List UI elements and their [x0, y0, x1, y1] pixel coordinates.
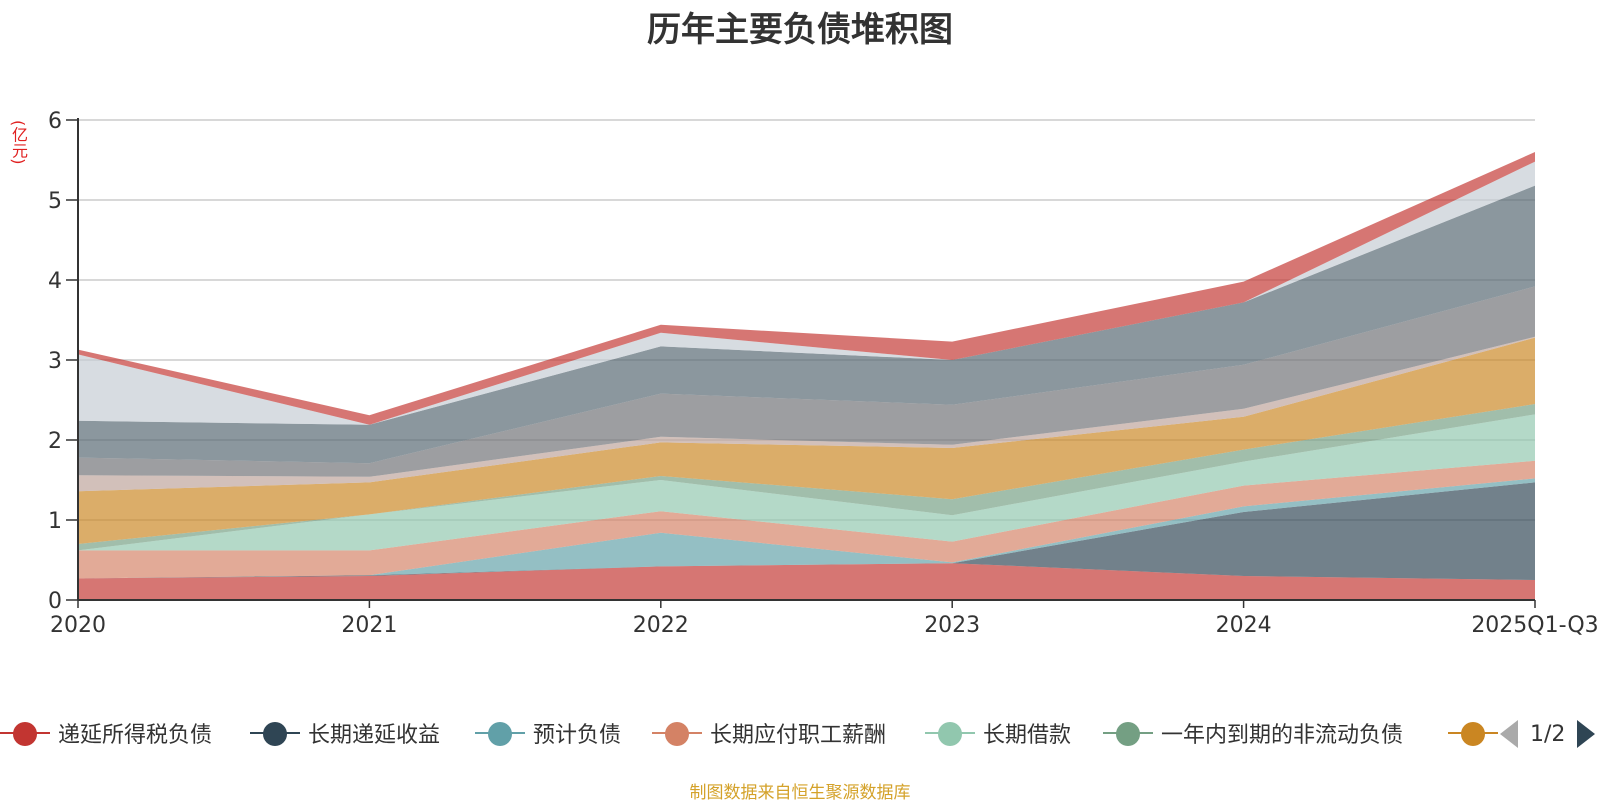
legend-item[interactable] — [1448, 718, 1498, 748]
legend-marker-icon — [1103, 718, 1153, 748]
prev-page-icon[interactable] — [1500, 720, 1518, 748]
chart-plot: 0 1 2 3 4 5 6 2020 2021 2022 2023 2024 2025Q1-Q3 — [48, 109, 1599, 638]
legend-label: 一年内到期的非流动负债 — [1161, 723, 1404, 748]
next-page-icon[interactable] — [1577, 720, 1596, 748]
x-tick-label: 2023 — [924, 613, 980, 638]
legend-item[interactable]: 长期递延收益 — [250, 718, 440, 748]
area-series-10[interactable] — [78, 185, 1535, 464]
y-tick-label: 0 — [48, 589, 62, 614]
y-tick-label: 6 — [48, 109, 62, 134]
legend-marker-icon — [250, 718, 300, 748]
legend-marker-icon — [0, 718, 50, 748]
x-tick-label: 2021 — [341, 613, 397, 638]
y-tick-label: 5 — [48, 189, 62, 214]
legend-label: 长期借款 — [983, 723, 1072, 748]
area-series-1[interactable] — [78, 563, 1535, 600]
area-series-9[interactable] — [78, 286, 1535, 477]
legend-marker-icon — [652, 718, 702, 748]
area-series-3[interactable] — [78, 478, 1535, 579]
y-tick-label: 1 — [48, 509, 62, 534]
x-tick-label: 2020 — [50, 613, 106, 638]
area-series-8[interactable] — [78, 336, 1535, 492]
legend-item[interactable]: 长期借款 — [925, 718, 1071, 748]
area-series-5[interactable] — [78, 414, 1535, 551]
source-note: 制图数据来自恒生聚源数据库 — [689, 783, 911, 803]
legend-item[interactable]: 递延所得税负债 — [0, 718, 212, 748]
legend-pager: 1/2 — [1500, 718, 1596, 750]
x-tick-label: 2024 — [1216, 613, 1272, 638]
area-series-2[interactable] — [78, 482, 1535, 580]
legend-label: 预计负债 — [533, 723, 622, 748]
stacked-areas — [78, 152, 1535, 600]
tick-labels: 0 1 2 3 4 5 6 2020 2021 2022 2023 2024 2025Q1-Q3 — [48, 109, 1599, 638]
legend-label: 递延所得税负债 — [58, 723, 213, 748]
area-series-11[interactable] — [78, 161, 1535, 425]
legend-marker-icon — [925, 718, 975, 748]
area-series-4[interactable] — [78, 460, 1535, 579]
legend-label: 长期递延收益 — [308, 723, 441, 748]
legend-marker-icon — [475, 718, 525, 748]
legend-item[interactable]: 预计负债 — [475, 718, 621, 748]
y-axis-unit: (亿元) — [9, 120, 28, 165]
legend-label: 长期应付职工薪酬 — [710, 723, 887, 748]
x-tick-label: 2022 — [633, 613, 689, 638]
legend: 递延所得税负债 长期递延收益 预计负债 长期应付职工薪酬 长期借款 一年内到期的非流动负债 — [0, 718, 1600, 754]
y-tick-label: 3 — [48, 349, 62, 374]
y-tick-label: 2 — [48, 429, 62, 454]
x-tick-label: 2025Q1-Q3 — [1471, 613, 1598, 638]
axes — [66, 118, 1536, 608]
legend-item[interactable]: 一年内到期的非流动负债 — [1103, 718, 1403, 748]
y-tick-label: 4 — [48, 269, 62, 294]
chart-title: 历年主要负债堆积图 — [647, 10, 953, 50]
area-series-12[interactable] — [78, 152, 1535, 425]
legend-marker-icon — [1448, 718, 1498, 748]
legend-page-indicator: 1/2 — [1530, 721, 1566, 747]
area-series-7[interactable] — [78, 337, 1535, 544]
legend-item[interactable]: 长期应付职工薪酬 — [652, 718, 886, 748]
